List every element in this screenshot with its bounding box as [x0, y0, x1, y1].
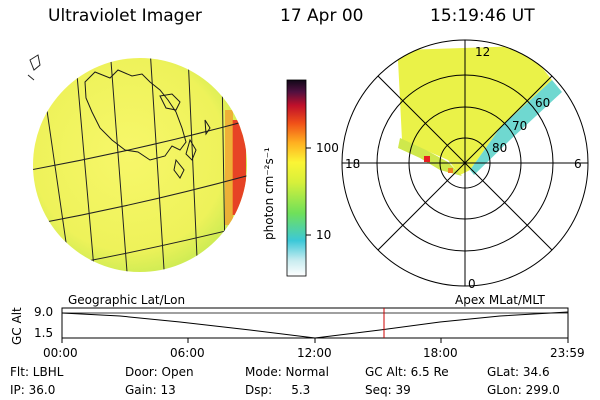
colorbar-tick-10: 10: [316, 228, 332, 242]
timeline-ytick-bottom: 1.5: [34, 326, 54, 340]
timeline-y-label: GC Alt: [10, 307, 24, 345]
date-label: 17 Apr 00: [280, 6, 364, 26]
timeline-left-title: Geographic Lat/Lon: [68, 293, 186, 307]
info-door: Door: Open: [125, 365, 194, 379]
info-gc-alt: GC Alt: 6.5 Re: [365, 365, 449, 379]
time-label: 15:19:46 UT: [430, 6, 535, 26]
coastline-fragment: [27, 54, 41, 81]
colorbar-unit-label: photon cm⁻²s⁻¹: [262, 147, 276, 240]
xtick-0000: 00:00: [43, 346, 78, 360]
info-ip: IP: 36.0: [10, 383, 56, 397]
lat-label-80: 80: [492, 141, 508, 155]
info-glat: GLat: 34.6: [487, 365, 550, 379]
xtick-1200: 12:00: [297, 346, 332, 360]
xtick-2359: 23:59: [550, 346, 585, 360]
info-glon: GLon: 299.0: [487, 383, 560, 397]
xtick-0600: 06:00: [170, 346, 205, 360]
info-seq: Seq: 39: [365, 383, 411, 397]
info-mode: Mode: Normal: [245, 365, 329, 379]
info-filter: Flt: LBHL: [10, 365, 64, 379]
earth-globe: [33, 58, 247, 272]
xtick-1800: 18:00: [423, 346, 458, 360]
app-title: Ultraviolet Imager: [48, 6, 202, 26]
timeline-ytick-top: 9.0: [34, 305, 54, 319]
polar-plot: [341, 39, 589, 287]
mlt-label-6: 6: [574, 157, 582, 171]
colorbar-tick-100: 100: [316, 141, 339, 155]
lat-label-60: 60: [535, 96, 551, 110]
info-gain: Gain: 13: [125, 383, 176, 397]
mlt-label-18: 18: [345, 157, 361, 171]
colorbar: [286, 79, 311, 277]
mlt-label-0: 0: [468, 277, 476, 291]
mlt-label-12: 12: [475, 45, 491, 59]
info-dsp: Dsp: 5.3: [245, 383, 311, 397]
lat-label-70: 70: [512, 119, 528, 133]
timeline-plot: [61, 307, 569, 343]
timeline-right-title: Apex MLat/MLT: [455, 293, 545, 307]
